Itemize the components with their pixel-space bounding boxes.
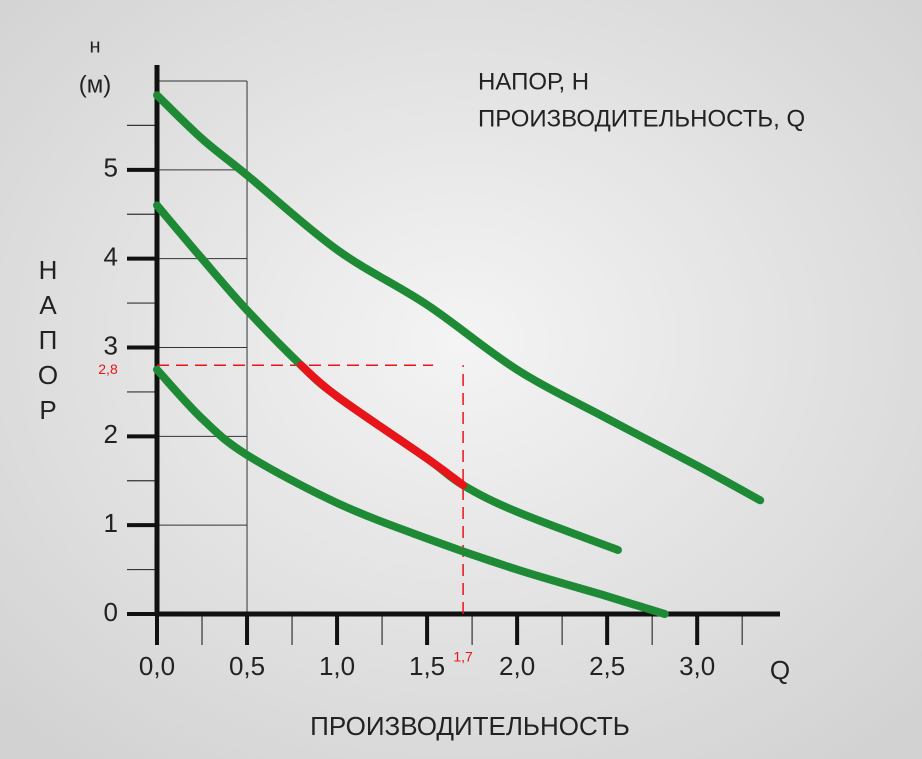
reference-label: 2,8: [98, 361, 118, 377]
x-tick-label: 0,5: [229, 651, 265, 681]
curve: [153, 91, 765, 505]
x-tick-label: 3,0: [679, 651, 715, 681]
x-tick-label: 2,5: [589, 651, 625, 681]
y-tick-label: 2: [104, 419, 118, 449]
y-tick-label: 4: [104, 242, 118, 272]
y-symbol: н: [89, 35, 100, 57]
y-label-letter: Р: [39, 395, 56, 425]
y-unit: (м): [79, 71, 111, 98]
y-label-letter: А: [39, 290, 57, 320]
reference-label: 1,7: [453, 649, 473, 665]
title-line: ПРОИЗВОДИТЕЛЬНОСТЬ, Q: [478, 105, 805, 132]
y-tick-label: 5: [104, 153, 118, 183]
y-tick-label: 3: [104, 330, 118, 360]
x-label: ПРОИЗВОДИТЕЛЬНОСТЬ: [310, 711, 630, 741]
x-tick-label: 0,0: [139, 651, 175, 681]
x-symbol: Q: [770, 655, 790, 685]
curve: [153, 365, 669, 618]
y-tick-label: 1: [104, 508, 118, 538]
y-label-letter: П: [39, 325, 58, 355]
y-label-letter: Н: [39, 255, 58, 285]
x-tick-label: 2,0: [499, 651, 535, 681]
x-tick-label: 1,0: [319, 651, 355, 681]
curve: [297, 361, 468, 490]
y-tick-label: 0: [104, 597, 118, 627]
x-tick-label: 1,5: [409, 651, 445, 681]
title-line: НАПОР, Н: [478, 68, 589, 95]
y-label-letter: О: [38, 360, 58, 390]
